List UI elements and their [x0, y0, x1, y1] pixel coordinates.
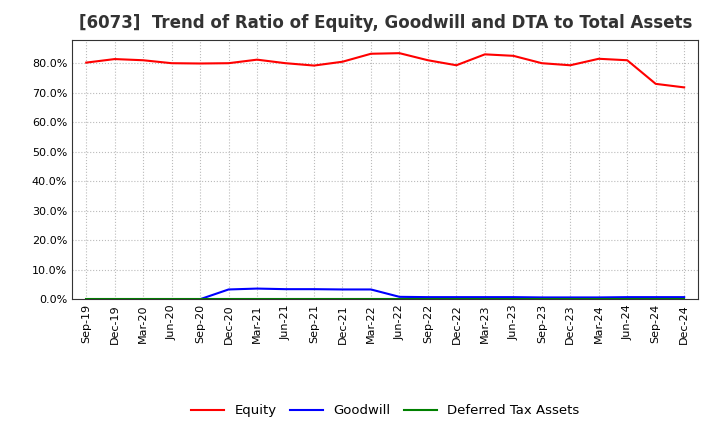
- Deferred Tax Assets: [623, 297, 631, 302]
- Equity: [652, 81, 660, 87]
- Goodwill: [423, 294, 432, 300]
- Goodwill: [680, 294, 688, 300]
- Title: [6073]  Trend of Ratio of Equity, Goodwill and DTA to Total Assets: [6073] Trend of Ratio of Equity, Goodwil…: [78, 15, 692, 33]
- Deferred Tax Assets: [82, 297, 91, 302]
- Equity: [595, 56, 603, 62]
- Deferred Tax Assets: [566, 297, 575, 302]
- Deferred Tax Assets: [225, 297, 233, 302]
- Deferred Tax Assets: [196, 297, 204, 302]
- Goodwill: [395, 294, 404, 300]
- Equity: [310, 63, 318, 68]
- Goodwill: [452, 294, 461, 300]
- Deferred Tax Assets: [395, 297, 404, 302]
- Goodwill: [225, 287, 233, 292]
- Deferred Tax Assets: [652, 297, 660, 302]
- Goodwill: [509, 294, 518, 300]
- Equity: [110, 56, 119, 62]
- Equity: [566, 62, 575, 68]
- Equity: [423, 58, 432, 63]
- Deferred Tax Assets: [110, 297, 119, 302]
- Goodwill: [310, 286, 318, 292]
- Equity: [338, 59, 347, 64]
- Equity: [480, 52, 489, 57]
- Equity: [82, 60, 91, 65]
- Goodwill: [537, 295, 546, 300]
- Goodwill: [282, 286, 290, 292]
- Equity: [452, 62, 461, 68]
- Line: Goodwill: Goodwill: [86, 289, 684, 299]
- Goodwill: [652, 294, 660, 300]
- Equity: [196, 61, 204, 66]
- Deferred Tax Assets: [282, 297, 290, 302]
- Deferred Tax Assets: [423, 297, 432, 302]
- Deferred Tax Assets: [595, 297, 603, 302]
- Deferred Tax Assets: [310, 297, 318, 302]
- Legend: Equity, Goodwill, Deferred Tax Assets: Equity, Goodwill, Deferred Tax Assets: [186, 399, 585, 422]
- Equity: [509, 53, 518, 59]
- Deferred Tax Assets: [537, 297, 546, 302]
- Line: Equity: Equity: [86, 53, 684, 88]
- Goodwill: [366, 287, 375, 292]
- Equity: [537, 61, 546, 66]
- Goodwill: [566, 295, 575, 300]
- Goodwill: [480, 294, 489, 300]
- Goodwill: [139, 297, 148, 302]
- Deferred Tax Assets: [509, 297, 518, 302]
- Equity: [225, 61, 233, 66]
- Goodwill: [253, 286, 261, 291]
- Equity: [623, 58, 631, 63]
- Goodwill: [167, 297, 176, 302]
- Equity: [167, 61, 176, 66]
- Deferred Tax Assets: [680, 297, 688, 302]
- Deferred Tax Assets: [253, 297, 261, 302]
- Deferred Tax Assets: [366, 297, 375, 302]
- Deferred Tax Assets: [167, 297, 176, 302]
- Goodwill: [196, 297, 204, 302]
- Deferred Tax Assets: [480, 297, 489, 302]
- Equity: [395, 51, 404, 56]
- Goodwill: [110, 297, 119, 302]
- Equity: [139, 58, 148, 63]
- Deferred Tax Assets: [452, 297, 461, 302]
- Equity: [366, 51, 375, 56]
- Goodwill: [623, 294, 631, 300]
- Deferred Tax Assets: [139, 297, 148, 302]
- Equity: [282, 61, 290, 66]
- Goodwill: [595, 295, 603, 300]
- Deferred Tax Assets: [338, 297, 347, 302]
- Goodwill: [82, 297, 91, 302]
- Equity: [680, 85, 688, 90]
- Equity: [253, 57, 261, 62]
- Goodwill: [338, 287, 347, 292]
